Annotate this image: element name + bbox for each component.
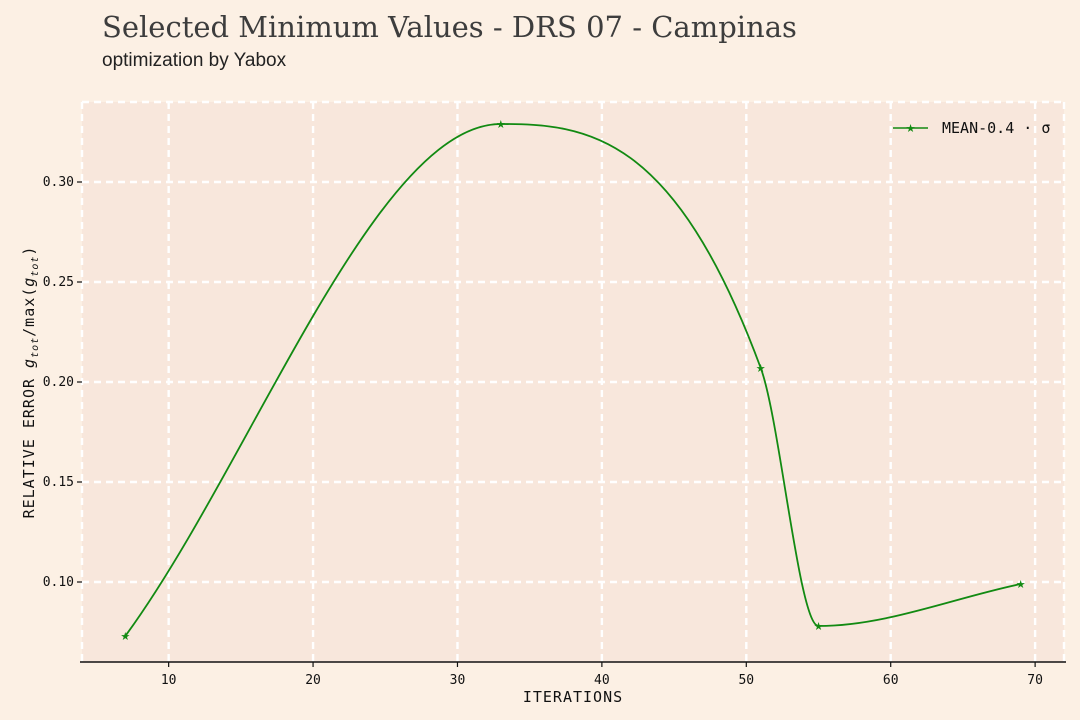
x-axis-label: ITERATIONS [523, 688, 623, 706]
y-tick-label: 0.30 [43, 175, 74, 190]
x-tick-label: 20 [305, 673, 321, 688]
data-point-star: ★ [496, 118, 506, 131]
y-tick-label: 0.15 [43, 475, 74, 490]
legend-label: MEAN-0.4 · σ [942, 119, 1050, 137]
chart-subtitle: optimization by Yabox [102, 50, 287, 71]
axis-ticks: 10 20 30 40 50 60 70 0.10 0.15 0.20 0.25 0.30 [43, 175, 1043, 688]
data-point-star: ★ [814, 620, 824, 633]
x-tick-label: 50 [738, 673, 754, 688]
chart-title: Selected Minimum Values - DRS 07 - Campi… [102, 10, 797, 44]
x-tick-label: 40 [594, 673, 610, 688]
y-tick-label: 0.10 [43, 575, 74, 590]
series-line [124, 123, 1021, 637]
x-tick-label: 70 [1027, 673, 1043, 688]
grid-lines [80, 100, 1066, 662]
y-tick-label: 0.25 [43, 275, 74, 290]
legend-star-icon: ★ [906, 122, 916, 135]
series-layer: ★ ★ ★ ★ ★ [120, 118, 1025, 643]
y-axis-label: RELATIVE ERROR gtot/max(gtot) [20, 246, 41, 519]
x-tick-label: 60 [883, 673, 899, 688]
data-point-star: ★ [756, 362, 766, 375]
x-tick-label: 30 [450, 673, 466, 688]
y-tick-label: 0.20 [43, 375, 74, 390]
legend: ★ MEAN-0.4 · σ [893, 119, 1050, 137]
x-tick-label: 10 [161, 673, 177, 688]
data-point-star: ★ [120, 630, 130, 643]
data-point-star: ★ [1016, 578, 1026, 591]
